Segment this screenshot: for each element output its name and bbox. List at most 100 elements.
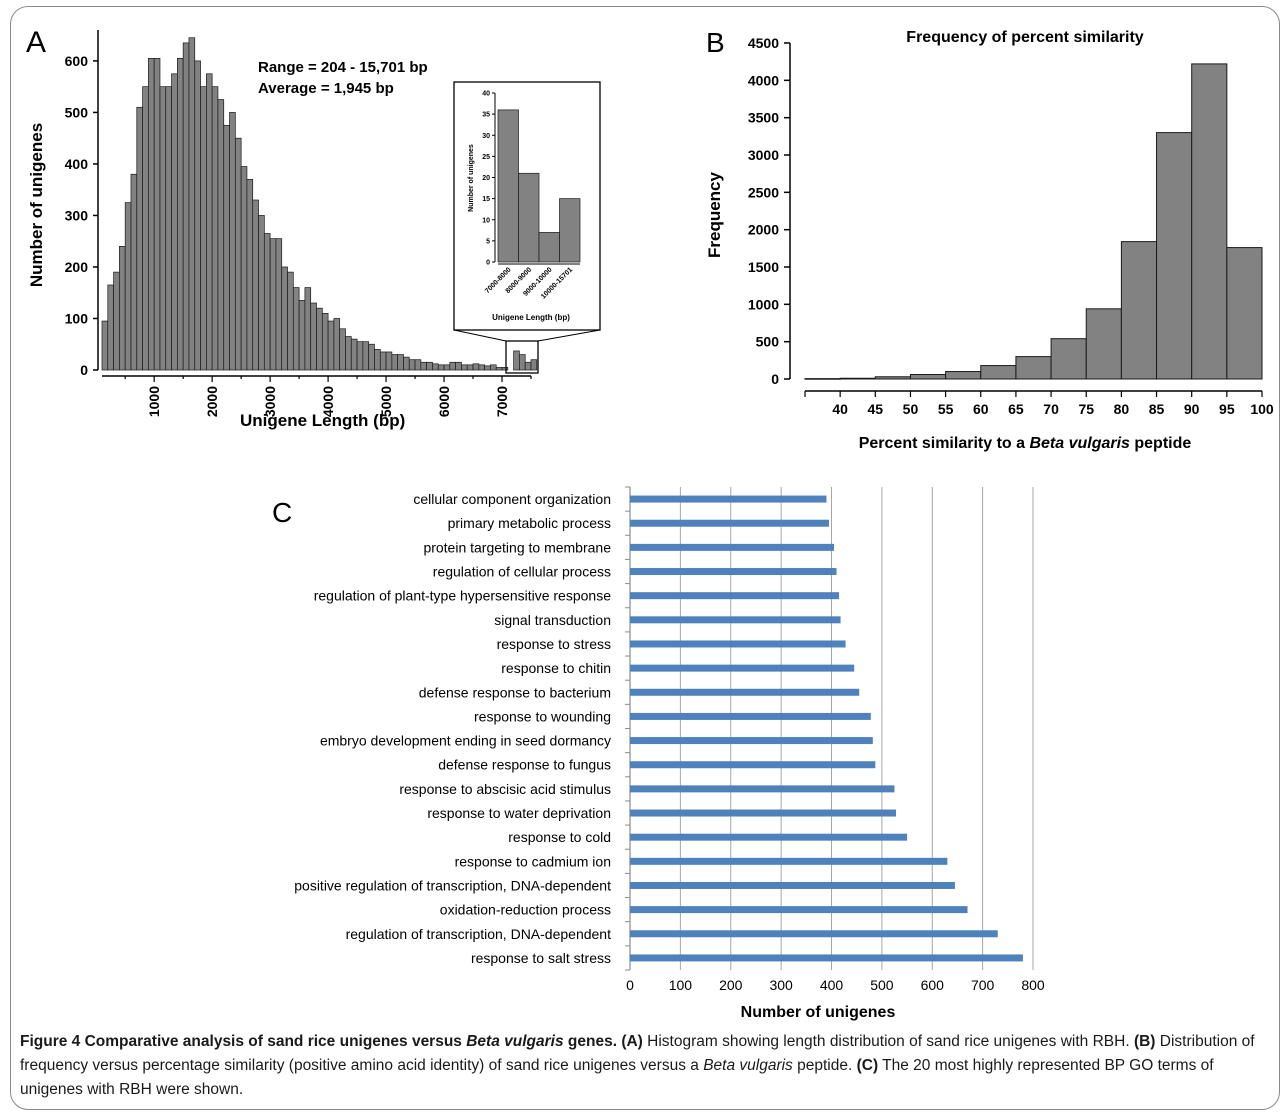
y-tick-label: 2000 bbox=[748, 222, 779, 238]
category-label: cellular component organization bbox=[413, 491, 611, 507]
category-label: response to chitin bbox=[501, 660, 611, 676]
y-axis-title: Frequency bbox=[705, 171, 724, 258]
inset-y-tick-label: 5 bbox=[486, 238, 490, 245]
caption-a-label: (A) bbox=[621, 1033, 643, 1050]
category-label: response to stress bbox=[497, 636, 611, 652]
inset-y-tick-label: 25 bbox=[482, 154, 490, 161]
y-tick-label: 0 bbox=[771, 371, 779, 387]
x-tick-label: 55 bbox=[938, 401, 954, 417]
x-tick-label: 65 bbox=[1008, 401, 1024, 417]
annotation-average: Average = 1,945 bp bbox=[258, 80, 394, 97]
x-tick-label: 0 bbox=[626, 977, 634, 993]
hbar bbox=[630, 954, 1023, 962]
y-tick-label: 100 bbox=[65, 310, 89, 326]
y-tick-label: 3500 bbox=[748, 110, 779, 126]
caption-title-2: genes. bbox=[563, 1033, 618, 1050]
caption-title-1: Comparative analysis of sand rice unigen… bbox=[80, 1033, 467, 1050]
y-tick-label: 0 bbox=[80, 362, 88, 378]
x-axis-title-part: Percent similarity to a bbox=[859, 435, 1030, 452]
category-label: protein targeting to membrane bbox=[423, 539, 611, 555]
x-tick-label: 200 bbox=[719, 977, 743, 993]
x-tick-label: 4000 bbox=[320, 386, 336, 417]
hbar bbox=[630, 688, 860, 696]
category-label: primary metabolic process bbox=[448, 515, 611, 531]
figure-caption: Figure 4 Comparative analysis of sand ri… bbox=[20, 1030, 1270, 1102]
histogram-bar bbox=[501, 367, 509, 371]
category-label: defense response to bacterium bbox=[419, 684, 611, 700]
histogram-bar bbox=[1085, 308, 1122, 380]
category-label: positive regulation of transcription, DN… bbox=[294, 877, 611, 893]
hbar bbox=[630, 906, 968, 914]
hbar bbox=[630, 761, 876, 769]
category-label: signal transduction bbox=[494, 612, 611, 628]
category-label: embryo development ending in seed dorman… bbox=[320, 733, 611, 749]
y-tick-label: 1000 bbox=[748, 296, 779, 312]
panel-b-label: B bbox=[706, 27, 725, 58]
hbar bbox=[630, 592, 840, 600]
panel-c-label: C bbox=[272, 497, 292, 528]
x-tick-label: 600 bbox=[921, 977, 945, 993]
x-tick-label: 50 bbox=[903, 401, 919, 417]
y-tick-label: 2500 bbox=[748, 184, 779, 200]
histogram-bar bbox=[1156, 132, 1193, 380]
callout-line bbox=[537, 329, 601, 342]
caption-b-text-1: Distribution of frequency versus percent… bbox=[20, 1033, 1255, 1074]
hbar bbox=[630, 881, 955, 889]
inset-y-tick-label: 10 bbox=[482, 217, 490, 224]
hbar bbox=[630, 640, 846, 648]
x-tick-label: 75 bbox=[1078, 401, 1094, 417]
category-label: response to abscisic acid stimulus bbox=[399, 781, 611, 797]
hbar bbox=[630, 712, 871, 720]
x-axis-title: Number of unigenes bbox=[741, 1004, 896, 1021]
inset-y-tick-label: 30 bbox=[482, 133, 490, 140]
x-tick-label: 3000 bbox=[262, 386, 278, 417]
histogram-bar bbox=[1226, 247, 1263, 380]
inset-y-tick-label: 0 bbox=[486, 260, 490, 267]
hbar bbox=[630, 930, 998, 938]
histogram-bar bbox=[1050, 338, 1087, 380]
figure-frame bbox=[10, 6, 1280, 1110]
x-tick-label: 1000 bbox=[146, 386, 162, 417]
x-tick-label: 300 bbox=[769, 977, 793, 993]
x-tick-label: 60 bbox=[973, 401, 989, 417]
inset-y-tick-label: 35 bbox=[482, 112, 490, 119]
y-tick-label: 600 bbox=[65, 53, 89, 69]
inset-y-tick-label: 40 bbox=[482, 91, 490, 98]
x-tick-label: 85 bbox=[1149, 401, 1165, 417]
histogram-bar bbox=[530, 359, 538, 371]
category-label: response to cold bbox=[508, 829, 611, 845]
caption-b-label: (B) bbox=[1133, 1033, 1156, 1050]
zoom-box bbox=[505, 340, 539, 374]
x-tick-label: 100 bbox=[1250, 401, 1274, 417]
x-tick-label: 45 bbox=[868, 401, 884, 417]
inset-y-tick-label: 20 bbox=[482, 175, 490, 182]
inset-bar bbox=[518, 172, 540, 263]
x-tick-label: 6000 bbox=[436, 386, 452, 417]
x-tick-label: 700 bbox=[971, 977, 995, 993]
hbar bbox=[630, 519, 829, 527]
annotation-range: Range = 204 - 15,701 bp bbox=[258, 59, 428, 76]
histogram-bar bbox=[1120, 241, 1158, 380]
x-tick-label: 800 bbox=[1021, 977, 1045, 993]
category-label: response to water deprivation bbox=[427, 805, 611, 821]
x-tick-label: 70 bbox=[1043, 401, 1059, 417]
y-tick-label: 3000 bbox=[748, 147, 779, 163]
x-tick-label: 90 bbox=[1184, 401, 1200, 417]
caption-a-text: Histogram showing length distribution of… bbox=[642, 1033, 1134, 1050]
x-tick-label: 5000 bbox=[378, 386, 394, 417]
inset-y-tick-label: 15 bbox=[482, 196, 490, 203]
inset-y-axis-title: Number of unigenes bbox=[468, 144, 475, 212]
hbar bbox=[630, 664, 855, 672]
x-tick-label: 500 bbox=[870, 977, 894, 993]
x-tick-label: 400 bbox=[820, 977, 844, 993]
category-label: regulation of cellular process bbox=[433, 564, 611, 580]
hbar bbox=[630, 616, 841, 624]
x-tick-label: 2000 bbox=[204, 386, 220, 417]
x-axis-title-part: Beta vulgaris bbox=[1029, 435, 1130, 452]
y-tick-label: 200 bbox=[65, 259, 89, 275]
hbar bbox=[630, 543, 835, 551]
category-label: response to wounding bbox=[474, 708, 611, 724]
hbar bbox=[630, 737, 873, 745]
